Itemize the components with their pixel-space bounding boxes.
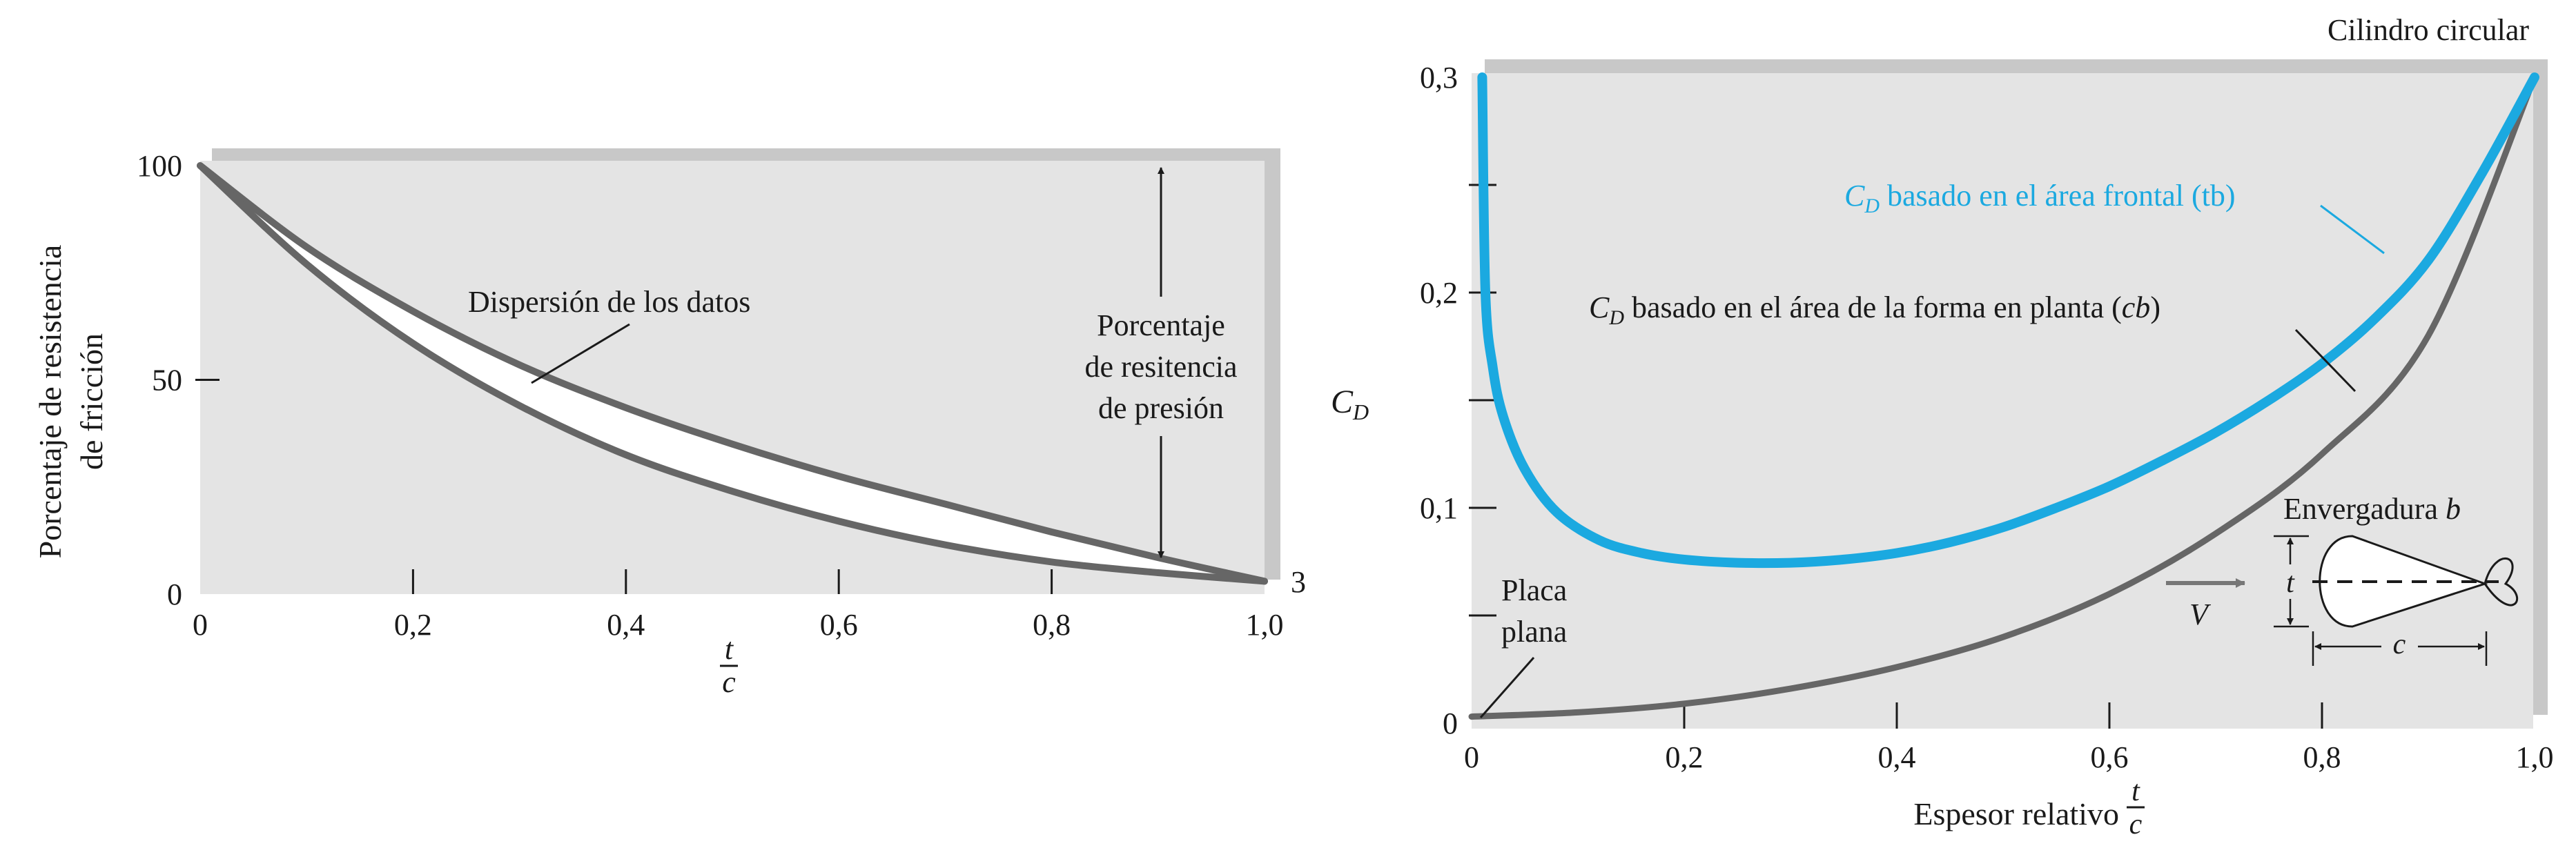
right-x-tick-label: 0,8: [2303, 740, 2341, 774]
right-chart-shadow-top: [1485, 59, 2548, 73]
left-chart-shadow-right: [1265, 148, 1280, 580]
right-y-tick-label: 0,3: [1420, 61, 1458, 95]
right-y-ticks: 0 0,1 0,2 0,3: [1420, 61, 1496, 740]
right-y-label: CD: [1331, 384, 1369, 424]
right-x-tick-label: 0,2: [1666, 740, 1704, 774]
span-label-text: Envergadura: [2283, 492, 2446, 526]
pressure-annotation-line1: Porcentaje: [1097, 308, 1225, 342]
right-x-label-numerator: t: [2131, 776, 2140, 807]
left-y-tick-label: 0: [167, 578, 182, 611]
upper-curve: [197, 162, 1268, 585]
left-y-tick-label: 100: [137, 149, 182, 183]
left-y-tick-label: 50: [152, 364, 182, 397]
cd-planform-leader: [2294, 328, 2357, 393]
span-label: Envergadura b: [2283, 492, 2461, 526]
span-label-var: b: [2446, 492, 2461, 526]
cd-planform-curve: [1468, 74, 2538, 720]
cd-planform-label-sub: D: [1608, 306, 1624, 329]
right-x-label-denominator: c: [2129, 809, 2143, 840]
chord-label: c: [2393, 629, 2406, 660]
right-x-tick-label: 1,0: [2516, 740, 2554, 774]
left-chart: 0 50 100 0 0,2 0,4 0,6 0,8 1,0 Dispersión de lo…: [32, 148, 1306, 699]
cd-planform-label-var: cb: [2122, 290, 2151, 324]
cd-planform-label-close: ): [2150, 290, 2160, 324]
pressure-annotation-line3: de presión: [1098, 391, 1224, 425]
right-x-ticks: 0 0,2 0,4 0,6 0,8 1,0: [1464, 702, 2554, 774]
left-chart-shadow-top: [212, 148, 1280, 161]
right-y-tick-label: 0,1: [1420, 491, 1458, 525]
left-chart-plot-area: [200, 161, 1265, 594]
velocity-label: V: [2189, 598, 2212, 631]
scatter-leader-line: [531, 323, 630, 384]
cd-planform-label-text: basado en el área de la forma en planta …: [1624, 290, 2122, 324]
left-x-tick-label: 0,2: [394, 608, 432, 642]
cd-frontal-leader: [2320, 204, 2385, 255]
cd-frontal-label: CD basado en el área frontal (tb): [1844, 179, 2236, 217]
left-x-label-numerator: t: [725, 632, 734, 666]
right-y-label-c: C: [1331, 384, 1354, 420]
cd-frontal-label-text: basado en el área frontal (tb): [1880, 179, 2236, 213]
left-x-tick-label: 0: [193, 608, 208, 642]
pressure-annotation-line2: de resitencia: [1084, 350, 1237, 384]
cd-frontal-label-c: C: [1844, 179, 1865, 213]
right-x-label: Espesor relativo: [1913, 796, 2119, 831]
right-x-tick-label: 0,4: [1878, 740, 1916, 774]
left-y-label-line1: Porcentaje de resistencia: [32, 245, 68, 559]
right-x-tick-label: 0: [1464, 740, 1479, 774]
airfoil-inset: Envergadura b V t c: [2166, 492, 2519, 666]
right-y-tick-label: 0,2: [1420, 276, 1458, 310]
cylinder-label: Cilindro circular: [2328, 13, 2529, 47]
flat-plate-label-line1: Placa: [1501, 573, 1567, 607]
left-end-label: 3: [1291, 565, 1306, 599]
right-y-label-sub: D: [1352, 400, 1369, 424]
right-x-tick-label: 0,6: [2091, 740, 2129, 774]
left-x-tick-label: 0,4: [607, 608, 645, 642]
left-x-tick-label: 0,8: [1033, 608, 1071, 642]
scatter-annotation: Dispersión de los datos: [468, 285, 750, 319]
left-x-ticks: 0 0,2 0,4 0,6 0,8 1,0: [193, 569, 1284, 642]
cd-planform-label-c: C: [1589, 290, 1610, 324]
airfoil-outline: [2319, 535, 2488, 628]
right-chart-plot-area: [1472, 73, 2533, 729]
left-x-label-denominator: c: [722, 665, 736, 699]
left-x-tick-label: 0,6: [820, 608, 858, 642]
right-chart-shadow-right: [2533, 59, 2548, 715]
cd-planform-label: CD basado en el área de la forma en plan…: [1589, 290, 2160, 329]
left-x-tick-label: 1,0: [1246, 608, 1284, 642]
flat-plate-label-line2: plana: [1501, 615, 1567, 649]
left-y-ticks: 0 50 100: [137, 149, 219, 611]
cd-frontal-label-sub: D: [1864, 195, 1880, 217]
lower-curve: [197, 162, 1268, 585]
right-y-tick-label: 0: [1443, 707, 1458, 740]
flat-plate-leader: [1479, 657, 1535, 718]
wing-tip-loop: [2484, 557, 2519, 607]
left-y-label-line2: de fricción: [74, 333, 109, 470]
cd-frontal-curve: [1477, 72, 2539, 569]
thickness-label: t: [2286, 567, 2295, 599]
right-chart: 0 0,1 0,2 0,3 0 0,2 0,4 0,6 0,8 1,0 Cilindro cir…: [1331, 13, 2554, 840]
